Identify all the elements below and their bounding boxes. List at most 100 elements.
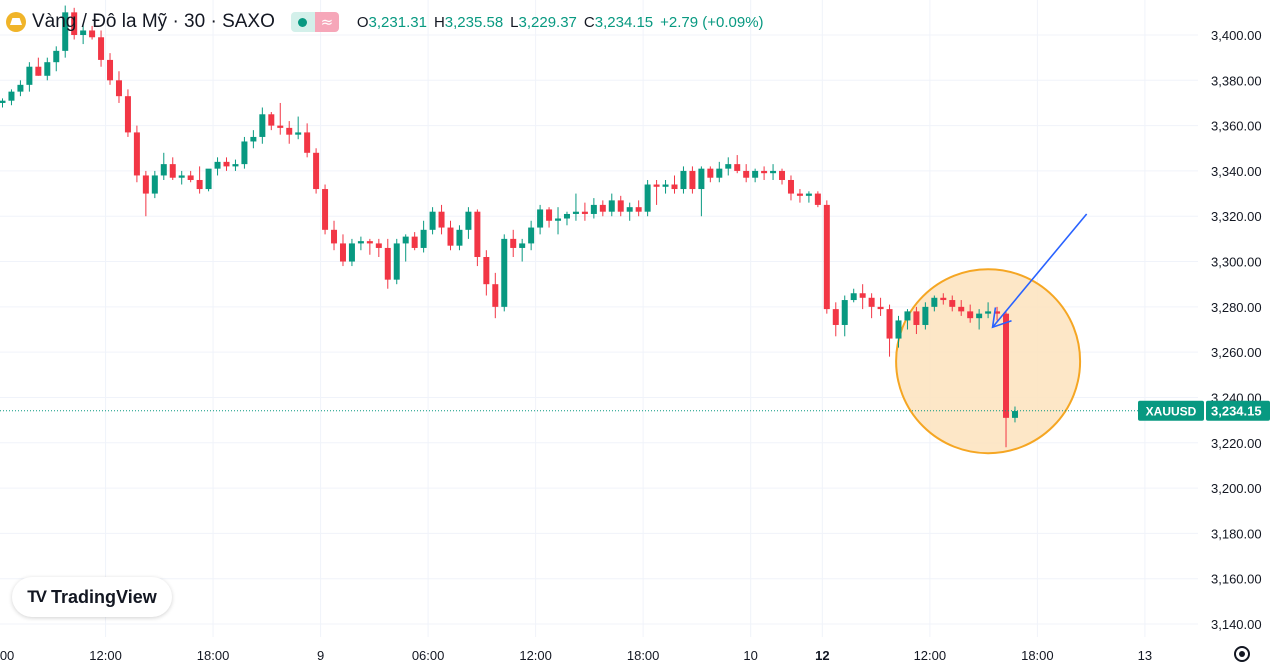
- time-axis[interactable]: 06:00 12:00 18:00 9 06:00 12:00 18:00 10 12 12:00…: [0, 648, 1152, 663]
- candle-body: [743, 170, 750, 178]
- tradingview-logo-icon: TV: [27, 587, 47, 606]
- symbol-title[interactable]: Vàng / Đô la Mỹ · 30 · SAXO: [32, 11, 275, 32]
- candle: [590, 198, 597, 219]
- candle-body: [35, 66, 42, 76]
- wave-icon: ≈: [314, 12, 339, 32]
- candle-body: [707, 168, 714, 178]
- candle-body: [761, 170, 768, 174]
- candle: [44, 57, 51, 81]
- candle-body: [671, 184, 678, 190]
- last-price-tag[interactable]: [1206, 400, 1270, 421]
- candle: [465, 207, 472, 239]
- candle-body: [142, 175, 149, 194]
- highlight-circle[interactable]: [895, 268, 1082, 455]
- candle-body: [752, 170, 759, 178]
- candle: [232, 159, 239, 171]
- close-label: C: [583, 13, 595, 31]
- candle-body: [734, 164, 741, 171]
- market-open-dot-icon: [290, 12, 315, 32]
- candle: [71, 7, 78, 40]
- candle: [572, 193, 579, 221]
- candle-body: [402, 236, 409, 244]
- candle-body: [725, 164, 732, 169]
- annotation-arrow-head[interactable]: [991, 307, 1012, 329]
- low-value: 3,229.37: [518, 13, 577, 31]
- candle-body: [339, 243, 346, 262]
- candle-body: [635, 207, 642, 212]
- gold-coin-icon[interactable]: [6, 12, 26, 32]
- candle: [277, 102, 284, 135]
- y-tick-label: 3,220.00: [1211, 436, 1262, 451]
- candle: [107, 53, 114, 85]
- candle-body: [626, 207, 633, 212]
- candle-body: [483, 257, 490, 285]
- candle-body: [384, 247, 391, 280]
- candle-body: [268, 114, 275, 126]
- candles-layer: [0, 5, 1018, 448]
- candle: [62, 5, 69, 58]
- candle: [662, 179, 669, 194]
- candle-body: [465, 211, 472, 230]
- candle-body: [26, 66, 33, 85]
- candle: [259, 107, 266, 144]
- candle-body: [1003, 313, 1010, 418]
- candle: [931, 295, 938, 312]
- y-tick-label: 3,300.00: [1211, 255, 1262, 270]
- candle-body: [0, 100, 6, 103]
- y-tick-label: 3,140.00: [1211, 617, 1262, 632]
- change-value: +2.79 (+0.09%): [660, 13, 764, 31]
- candle-body: [89, 30, 96, 38]
- candle: [787, 175, 794, 201]
- candle-body: [420, 229, 427, 248]
- y-tick-label: 3,260.00: [1211, 345, 1262, 360]
- annotation-arrow-shaft[interactable]: [991, 213, 1088, 328]
- candle-body: [850, 293, 857, 301]
- candle: [599, 200, 606, 217]
- candle: [142, 170, 149, 217]
- candle-body: [214, 161, 221, 169]
- candle-body: [823, 204, 830, 310]
- candle: [447, 220, 454, 251]
- candle: [124, 89, 131, 137]
- candle: [940, 293, 947, 305]
- candle: [196, 166, 203, 194]
- candle: [752, 168, 759, 183]
- candle: [393, 238, 400, 285]
- candle-body: [770, 170, 777, 174]
- candle-body: [510, 238, 517, 248]
- candle: [832, 302, 839, 337]
- candle-body: [859, 293, 866, 298]
- candle-body: [1011, 411, 1018, 418]
- symbol-tag[interactable]: [1138, 400, 1204, 421]
- candle: [949, 295, 956, 312]
- candle: [17, 80, 24, 97]
- x-tick-label: 12:00: [914, 648, 947, 663]
- settings-icon[interactable]: [1234, 646, 1250, 662]
- candle-body: [868, 297, 875, 307]
- candle-body: [366, 241, 373, 244]
- candle-body: [994, 311, 1001, 314]
- candle-body: [115, 80, 122, 97]
- candle-body: [563, 213, 570, 219]
- candle-body: [967, 311, 974, 319]
- status-pill[interactable]: ≈: [290, 12, 339, 32]
- candle: [922, 302, 929, 330]
- candle: [366, 238, 373, 255]
- open-label: O: [356, 13, 369, 31]
- candle: [814, 191, 821, 208]
- candle: [707, 166, 714, 183]
- candle-body: [160, 164, 167, 176]
- candle-body: [187, 175, 194, 180]
- candle: [250, 130, 257, 149]
- candle: [510, 229, 517, 258]
- y-tick-label: 3,320.00: [1211, 209, 1262, 224]
- y-tick-label: 3,360.00: [1211, 119, 1262, 134]
- candle-body: [814, 193, 821, 205]
- candle-body: [107, 59, 114, 81]
- tradingview-logo[interactable]: TV TradingView: [12, 577, 172, 617]
- candle: [716, 161, 723, 183]
- candle: [644, 179, 651, 217]
- price-axis[interactable]: 3,140.00 3,160.00 3,180.00 3,200.00 3,220.00…: [1211, 28, 1262, 632]
- candle: [8, 89, 15, 106]
